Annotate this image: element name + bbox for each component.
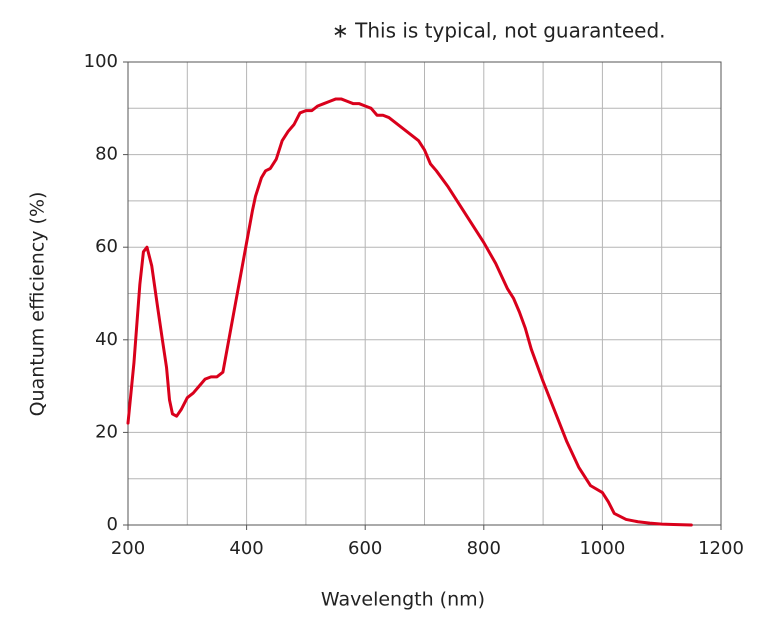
x-tick-label: 800 (467, 538, 501, 559)
x-tick-label: 1000 (579, 538, 625, 559)
y-tick-label: 60 (95, 236, 118, 257)
y-tick-label: 80 (95, 144, 118, 165)
y-tick-label: 100 (84, 51, 118, 72)
y-tick-label: 20 (95, 421, 118, 442)
plot-frame (127, 61, 722, 526)
annotation: ∗ This is typical, not guaranteed. (332, 19, 666, 43)
x-tick-label: 1200 (698, 538, 744, 559)
x-tick-label: 200 (111, 538, 145, 559)
data-line (126, 97, 693, 527)
y-tick-label: 0 (107, 514, 118, 535)
x-tick-label: 400 (229, 538, 263, 559)
x-tick-label: 600 (348, 538, 382, 559)
y-tick-label: 40 (95, 329, 118, 350)
x-axis-label: Wavelength (nm) (321, 589, 485, 611)
y-axis-label: Quantum efficiency (%) (27, 192, 49, 417)
